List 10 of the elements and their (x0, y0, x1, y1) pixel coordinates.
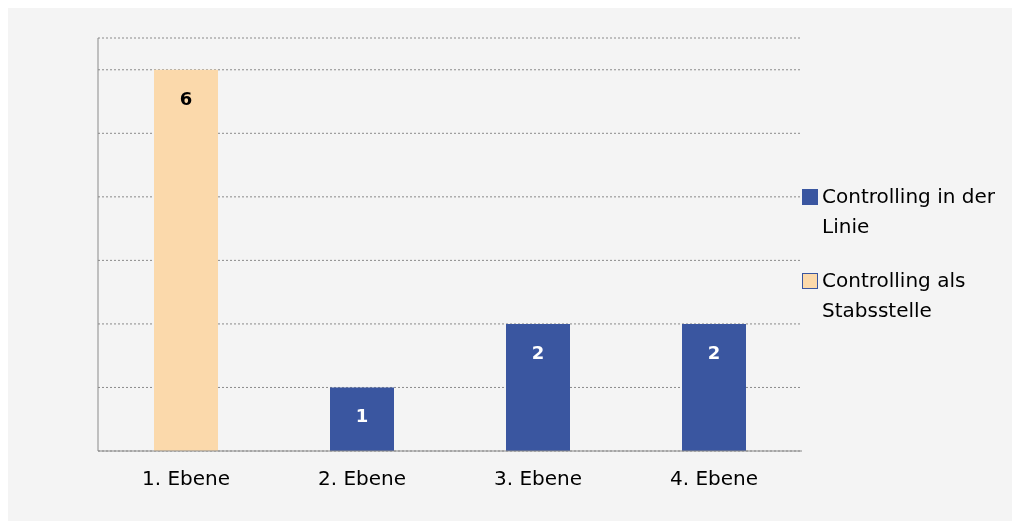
data-label: 2 (531, 341, 545, 363)
x-tick-label: 3. Ebene (493, 466, 583, 491)
data-label: 1 (355, 405, 369, 427)
x-tick-label: 1. Ebene (141, 466, 231, 491)
data-label: 6 (179, 87, 193, 109)
legend-label: Controlling als Stabsstelle (822, 266, 967, 324)
legend-label: Controlling in der Linie (822, 182, 996, 240)
x-tick-label: 4. Ebene (669, 466, 759, 491)
x-tick-label: 2. Ebene (317, 466, 407, 491)
data-label: 2 (707, 341, 721, 363)
